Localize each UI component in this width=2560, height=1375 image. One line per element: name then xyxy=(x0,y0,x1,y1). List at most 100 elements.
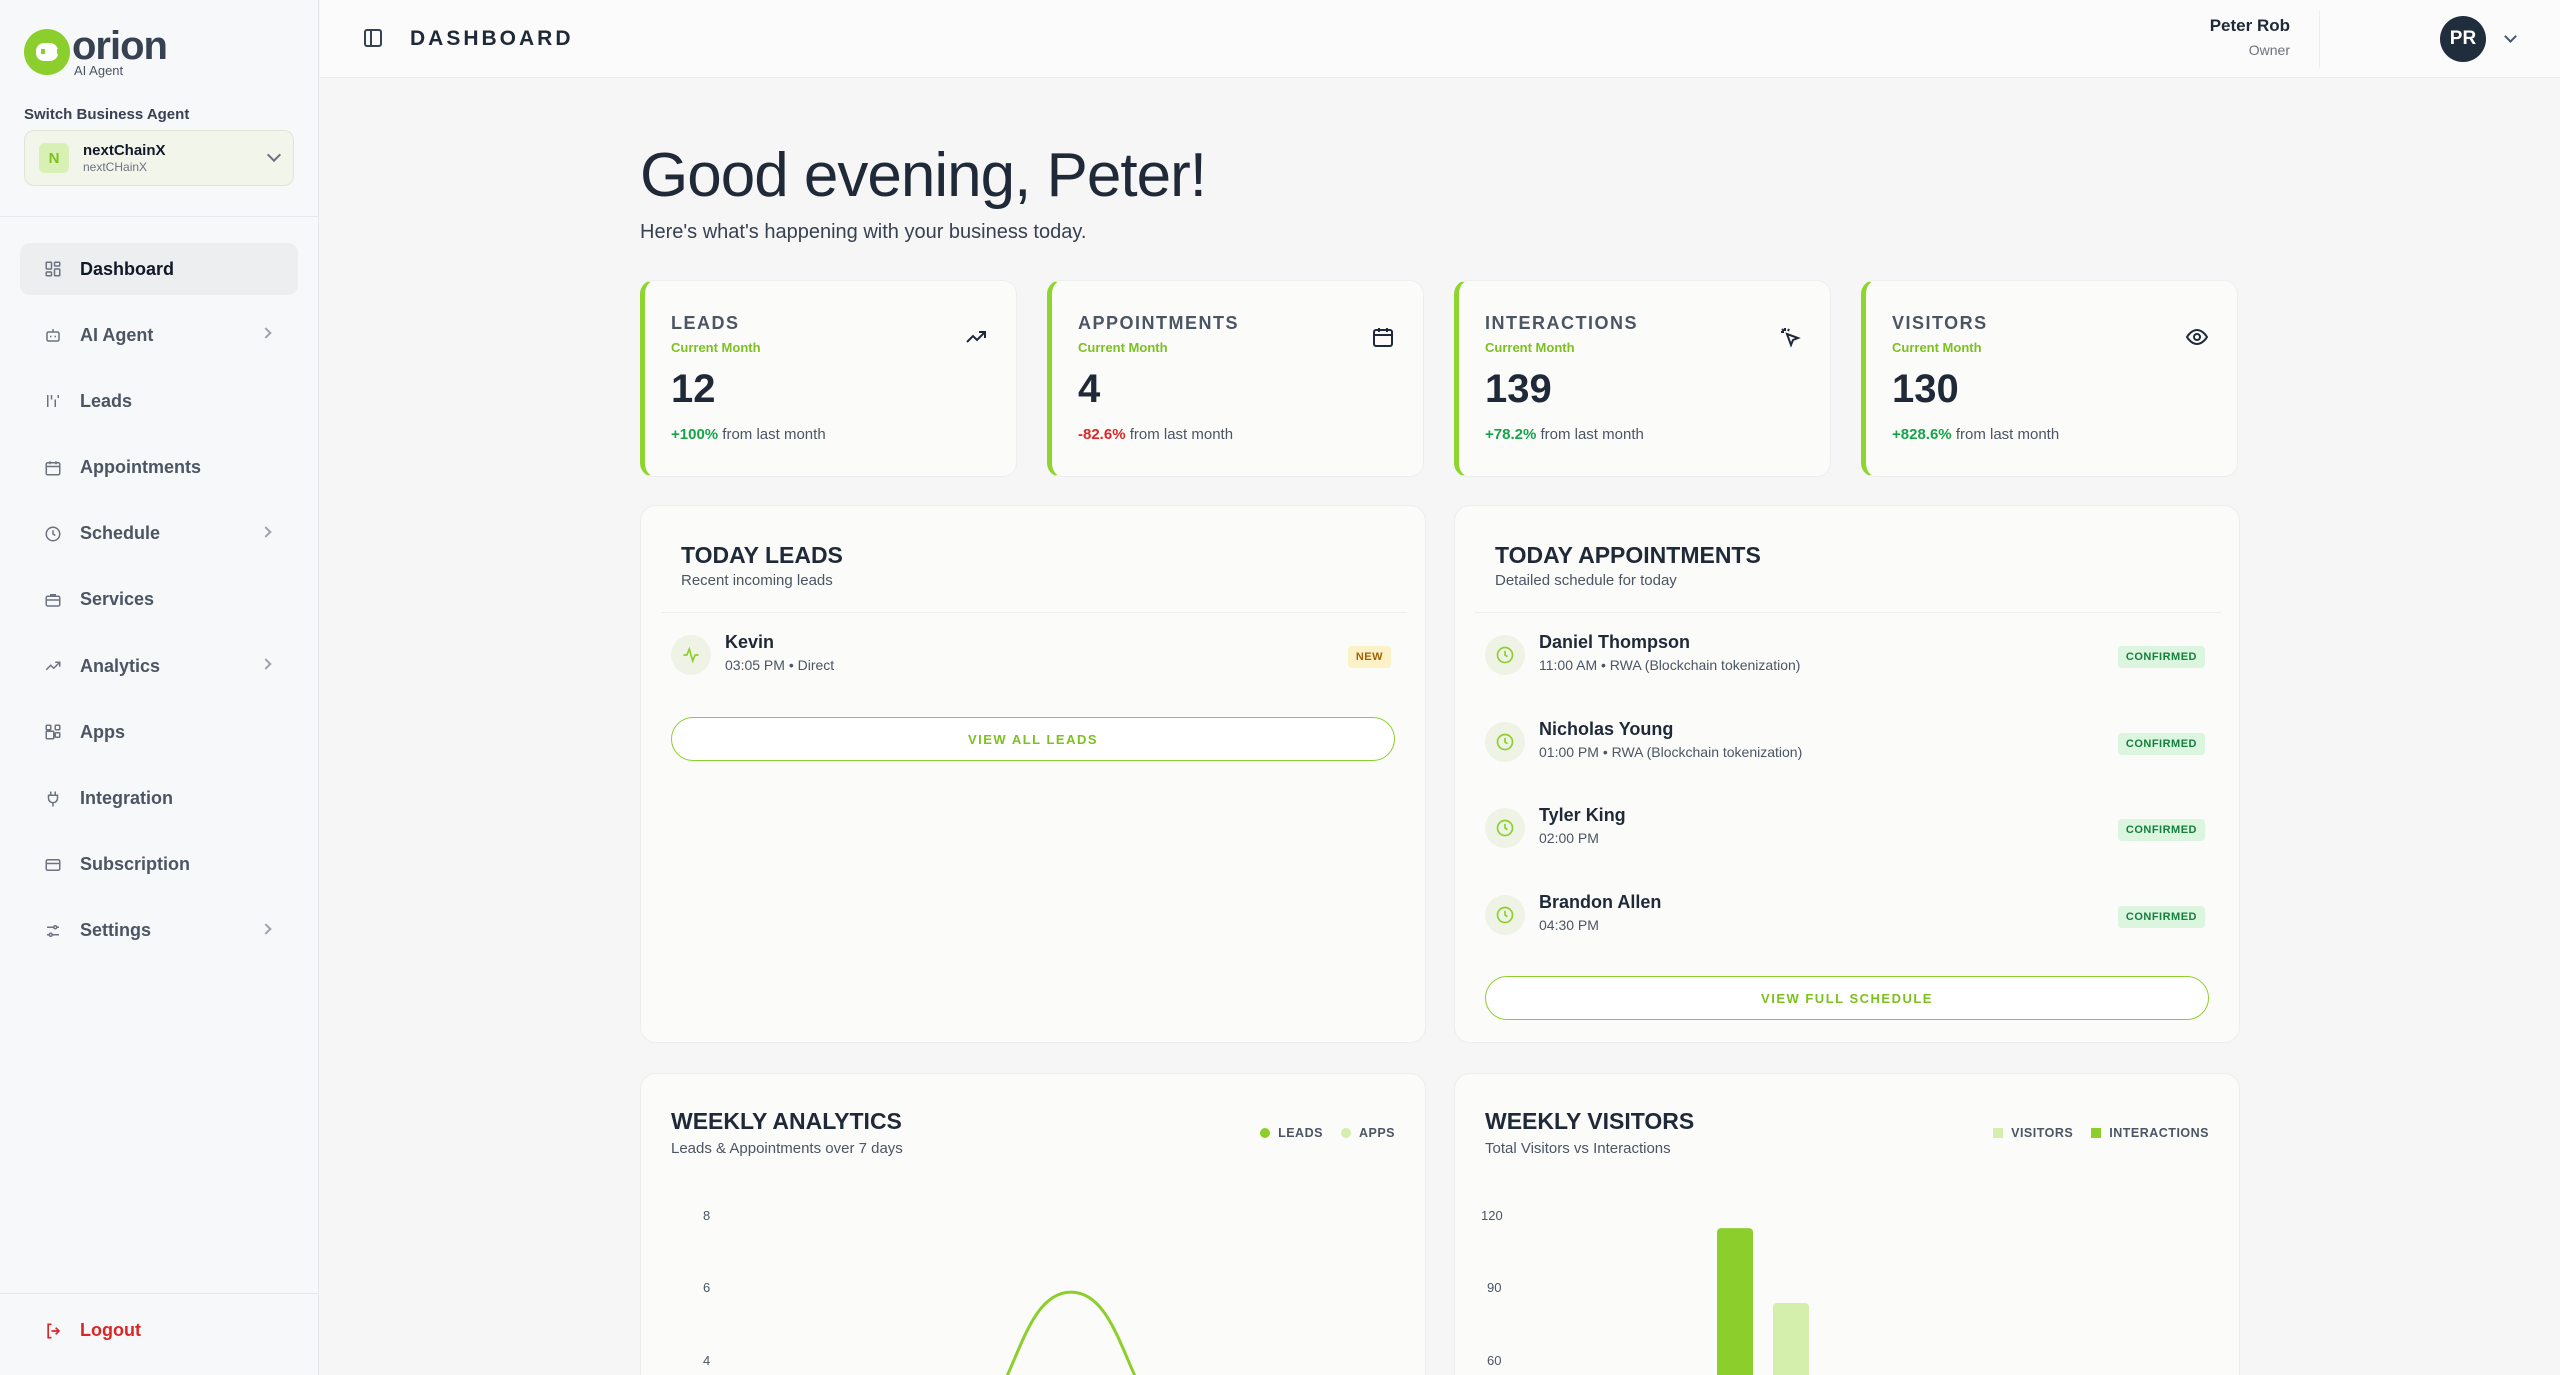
calendar-icon xyxy=(44,459,62,477)
sidebar-item-label: Dashboard xyxy=(80,258,175,279)
greeting-heading: Good evening, Peter! xyxy=(640,141,1207,210)
stat-card-interactions[interactable]: INTERACTIONS Current Month 139 +78.2% fr… xyxy=(1454,280,1831,477)
card-title: TODAY LEADS xyxy=(681,542,843,568)
sliders-icon xyxy=(44,922,62,940)
agent-switcher[interactable]: N nextChainX nextCHainX xyxy=(24,130,294,186)
bar-visitors xyxy=(1773,1303,1809,1375)
sidebar-item-label: AI Agent xyxy=(80,324,154,345)
sidebar-item-label: Integration xyxy=(80,788,173,808)
sidebar-item-label: Schedule xyxy=(80,523,161,544)
sidebar-item-services[interactable]: Services xyxy=(20,574,298,626)
brand-logo[interactable]: orion AI Agent xyxy=(24,26,168,77)
logout-icon xyxy=(47,1323,61,1338)
card-subtitle: Total Visitors vs Interactions xyxy=(1485,1140,1671,1157)
stat-card-appointments[interactable]: APPOINTMENTS Current Month 4 -82.6% from… xyxy=(1047,280,1424,477)
user-name: Peter Rob xyxy=(2209,16,2290,35)
stat-change: +828.6% from last month xyxy=(1892,426,2237,443)
agent-sub: nextCHainX xyxy=(83,160,148,174)
sidebar-item-label: Appointments xyxy=(80,457,201,478)
status-badge: CONFIRMED xyxy=(2117,646,2205,668)
appointment-row[interactable]: Brandon Allen 04:30 PM CONFIRMED xyxy=(1485,890,2205,940)
sidebar-item-schedule[interactable]: Schedule xyxy=(20,508,298,560)
stat-title: APPOINTMENTS xyxy=(1078,313,1240,333)
user-role: Owner xyxy=(2248,42,2290,58)
appointment-name: Tyler King xyxy=(1539,805,1626,825)
clock-icon xyxy=(1485,895,1525,935)
sidebar-item-label: Settings xyxy=(80,920,152,941)
topbar: DASHBOARD Peter Rob Owner xyxy=(320,0,2560,78)
robot-logo-icon xyxy=(24,28,70,75)
legend-swatch xyxy=(1260,1128,1271,1138)
legend-item-visitors: VISITORS xyxy=(1993,1126,2073,1140)
sidebar: orion AI Agent Switch Business Agent N n… xyxy=(0,0,319,1375)
stat-title: INTERACTIONS xyxy=(1485,313,1638,333)
sidebar-nav: Dashboard AI Agent Leads Appointments Sc… xyxy=(20,243,298,971)
stat-change-text: from last month xyxy=(1129,426,1234,443)
view-all-leads-button[interactable]: VIEW ALL LEADS xyxy=(671,717,1395,761)
stat-change-text: from last month xyxy=(722,426,826,443)
agent-avatar: N xyxy=(39,143,69,173)
legend-item-leads: LEADS xyxy=(1260,1126,1323,1140)
sidebar-footer-divider xyxy=(0,1293,319,1294)
clock-icon xyxy=(1485,808,1525,848)
sidebar-item-label: Services xyxy=(80,589,155,610)
status-badge: CONFIRMED xyxy=(2117,819,2205,841)
trending-up-icon xyxy=(964,325,988,349)
sidebar-item-subscription[interactable]: Subscription xyxy=(20,839,298,891)
appointment-row[interactable]: Daniel Thompson 11:00 AM • RWA (Blockcha… xyxy=(1485,630,2205,680)
sidebar-item-analytics[interactable]: Analytics xyxy=(20,640,298,692)
chevron-right-icon xyxy=(260,526,272,538)
card-subtitle: Recent incoming leads xyxy=(681,572,833,589)
stat-period: Current Month xyxy=(1485,340,1575,355)
y-tick-label: 60 xyxy=(1487,1353,1502,1368)
sidebar-item-label: Subscription xyxy=(80,854,191,875)
view-full-schedule-button[interactable]: VIEW FULL SCHEDULE xyxy=(1485,976,2209,1020)
sidebar-item-label: Apps xyxy=(80,721,125,742)
stat-card-visitors[interactable]: VISITORS Current Month 130 +828.6% from … xyxy=(1861,280,2238,477)
status-badge: CONFIRMED xyxy=(2117,733,2205,755)
topbar-divider xyxy=(2319,10,2320,68)
bar-interactions xyxy=(1717,1228,1753,1375)
stat-value: 12 xyxy=(671,367,716,411)
appointment-meta: 04:30 PM xyxy=(1539,917,1599,933)
stat-value: 130 xyxy=(1892,367,1959,411)
stat-title: LEADS xyxy=(671,313,740,333)
appointment-meta: 02:00 PM xyxy=(1539,830,1599,846)
greeting-subtitle: Here's what's happening with your busine… xyxy=(640,221,1087,243)
switch-agent-label: Switch Business Agent xyxy=(24,106,190,123)
legend-label: INTERACTIONS xyxy=(2109,1126,2209,1140)
appointment-row[interactable]: Nicholas Young 01:00 PM • RWA (Blockchai… xyxy=(1485,717,2205,767)
stat-change: +100% from last month xyxy=(671,426,1016,443)
clock-icon xyxy=(44,525,62,543)
sidebar-toggle-icon[interactable] xyxy=(364,29,382,47)
stat-card-leads[interactable]: LEADS Current Month 12 +100% from last m… xyxy=(640,280,1017,477)
clock-icon xyxy=(1485,635,1525,675)
chevron-down-icon xyxy=(266,147,282,163)
stat-value: 4 xyxy=(1078,367,1101,411)
today-appointments-card: TODAY APPOINTMENTS Detailed schedule for… xyxy=(1454,505,2240,1043)
stat-change: -82.6% from last month xyxy=(1078,426,1423,443)
agent-name: nextChainX xyxy=(83,142,166,159)
y-tick-label: 4 xyxy=(703,1353,711,1368)
plug-icon xyxy=(44,790,62,808)
appointment-name: Nicholas Young xyxy=(1539,719,1674,739)
lead-row[interactable]: Kevin 03:05 PM • Direct NEW xyxy=(671,630,1391,680)
sidebar-item-apps[interactable]: Apps xyxy=(20,706,298,758)
card-icon xyxy=(44,856,62,874)
sidebar-item-integration[interactable]: Integration xyxy=(20,773,298,825)
lead-meta: 03:05 PM • Direct xyxy=(725,657,835,673)
appointment-meta: 01:00 PM • RWA (Blockchain tokenization) xyxy=(1539,744,1803,760)
stat-change-text: from last month xyxy=(1540,426,1644,443)
sidebar-item-ai-agent[interactable]: AI Agent xyxy=(20,309,298,361)
legend-label: LEADS xyxy=(1278,1126,1323,1140)
calendar-icon xyxy=(1371,325,1395,349)
logout-button[interactable]: Logout xyxy=(44,1320,141,1341)
sidebar-item-appointments[interactable]: Appointments xyxy=(20,442,298,494)
card-title: WEEKLY ANALYTICS xyxy=(671,1108,902,1134)
sidebar-item-leads[interactable]: Leads xyxy=(20,375,298,427)
sidebar-item-dashboard[interactable]: Dashboard xyxy=(20,243,298,295)
user-avatar[interactable]: PR xyxy=(2440,16,2486,62)
sidebar-item-settings[interactable]: Settings xyxy=(20,905,298,957)
appointment-row[interactable]: Tyler King 02:00 PM CONFIRMED xyxy=(1485,803,2205,853)
today-leads-card: TODAY LEADS Recent incoming leads Kevin … xyxy=(640,505,1426,1043)
